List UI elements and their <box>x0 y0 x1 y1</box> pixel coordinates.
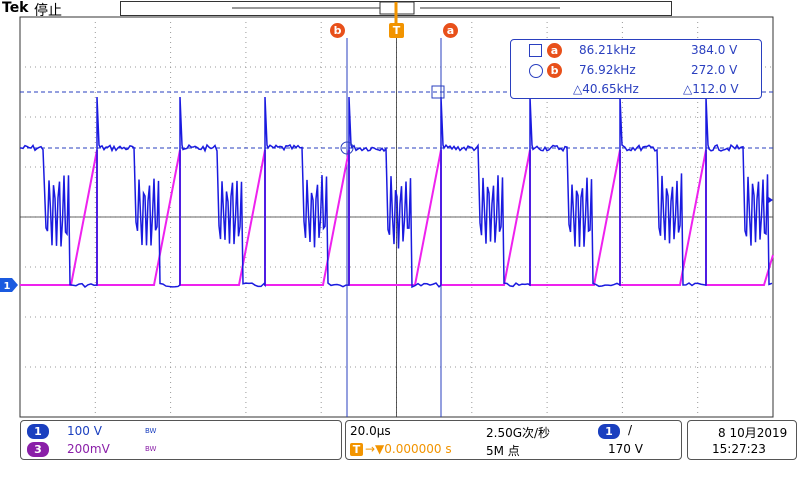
datetime-panel: 8 10月2019 15:27:23 <box>687 420 797 460</box>
delta-freq: △40.65kHz <box>573 82 639 96</box>
ch1-bw: BW <box>145 427 157 435</box>
ch3-badge: 3 <box>27 442 49 457</box>
timebase: 20.0µs <box>350 424 391 438</box>
readout-b-badge: b <box>547 63 562 78</box>
cursor-a-label: a <box>443 23 458 38</box>
b-freq: 76.92kHz <box>579 63 636 77</box>
ch1-trace <box>19 96 773 289</box>
cursor-readout: a 86.21kHz 384.0 V b 76.92kHz 272.0 V △4… <box>510 39 762 99</box>
timebase-panel: 20.0µs 2.50G次/秒 T →▼0.000000 s 5M 点 1 / … <box>345 420 682 460</box>
date: 8 10月2019 <box>718 426 788 440</box>
ch1-badge: 1 <box>27 424 49 439</box>
a-freq: 86.21kHz <box>579 43 636 57</box>
ch3-bw: BW <box>145 445 157 453</box>
ch3-scale: 200mV <box>67 442 110 456</box>
time: 15:27:23 <box>712 442 766 456</box>
trigger-badge: T <box>350 443 363 456</box>
ch1-marker <box>0 278 18 292</box>
cursor-marker-a <box>431 85 445 99</box>
channel-panel: 1 100 V BW 3 200mV BW <box>20 420 342 460</box>
cursor-b-label: b <box>330 23 345 38</box>
trigger-slope: / <box>628 423 633 437</box>
brand: Tek <box>2 0 29 16</box>
readout-a-badge: a <box>547 43 562 58</box>
circle-icon <box>529 64 543 78</box>
sample-rate: 2.50G次/秒 <box>486 426 551 440</box>
cursor-marker-b <box>340 141 354 155</box>
record-length: 5M 点 <box>486 444 520 458</box>
a-volt: 384.0 V <box>691 43 738 57</box>
trigger-source: 1 <box>598 424 620 439</box>
trigger-label: T <box>389 23 404 38</box>
trigger-level-marker <box>767 196 773 204</box>
delta-volt: △112.0 V <box>683 82 739 96</box>
status: 停止 <box>34 3 62 19</box>
ch1-scale: 100 V <box>67 424 102 438</box>
b-volt: 272.0 V <box>691 63 738 77</box>
ch1-marker-label: 1 <box>4 281 11 292</box>
trigger-position: →▼0.000000 s <box>365 442 452 456</box>
square-icon <box>529 44 542 57</box>
trigger-level: 170 V <box>608 442 643 456</box>
